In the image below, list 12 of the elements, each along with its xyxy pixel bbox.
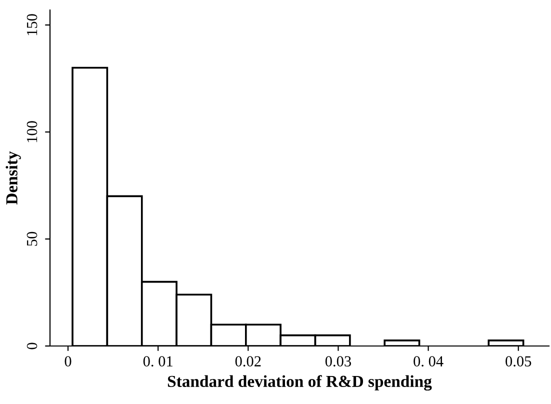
x-axis-title: Standard deviation of R&D spending xyxy=(168,375,432,391)
y-tick-label: 50 xyxy=(26,232,38,246)
y-tick-label: 100 xyxy=(26,121,38,142)
x-tick-label: 0. 01 xyxy=(143,356,172,367)
x-tick-label: 0.03 xyxy=(325,356,351,367)
x-tick-label: 0 xyxy=(64,356,72,366)
y-tick-label: 150 xyxy=(26,14,38,36)
y-axis-title: Density xyxy=(6,151,21,205)
x-tick-label: 0.05 xyxy=(506,356,532,367)
x-tick-label: 0.02 xyxy=(235,356,261,367)
x-tick-label: 0. 04 xyxy=(414,356,444,367)
y-tick-label: 0 xyxy=(26,342,38,350)
